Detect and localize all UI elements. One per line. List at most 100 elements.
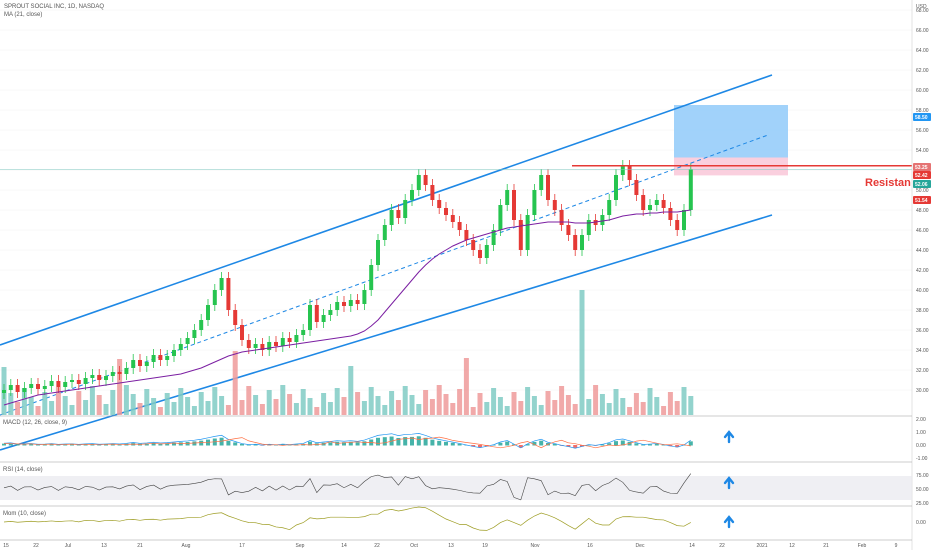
price-tick-label: 48.00 [916, 208, 929, 214]
time-tick-label: Oct [410, 543, 418, 549]
mom-line [3, 506, 691, 531]
resistance-line [0, 165, 912, 170]
macd-histogram-bar [219, 437, 224, 446]
volume-bar [579, 290, 585, 415]
candle-body [267, 342, 272, 350]
candle-body [423, 175, 428, 185]
macd-histogram-bar [450, 442, 455, 446]
time-tick-label: 2021 [756, 543, 767, 549]
volume-bar [423, 390, 429, 415]
volume-bar [450, 403, 456, 415]
macd-histogram-bar [151, 442, 156, 446]
macd-histogram-bar [573, 445, 578, 448]
candle-body [491, 230, 496, 245]
time-axis[interactable]: 15 22 Jul 13 21 Aug 17 Sep 14 22 Oct 13 19 Nov 16 Dec 14… [3, 543, 897, 549]
price-tick-label: 54.00 [916, 148, 929, 154]
candle-body [620, 166, 625, 175]
rsi-tick-label: 50.00 [916, 487, 929, 493]
candle-body [8, 385, 13, 390]
volume-bar [402, 386, 408, 415]
candle-body [280, 338, 285, 346]
candle-body [246, 340, 251, 348]
macd-histogram-bar [566, 445, 571, 447]
macd-signal-line [3, 436, 691, 449]
time-tick-label: 21 [823, 543, 829, 549]
volume-bar [525, 387, 531, 415]
volume-bar [341, 397, 347, 415]
rsi-line [3, 473, 692, 501]
macd-histogram-bar [423, 437, 428, 446]
price-tag-box [913, 113, 931, 121]
volume-bar [355, 392, 361, 415]
macd-tick-label: 1.00 [916, 430, 926, 436]
macd-histogram-bar [226, 440, 231, 446]
macd-histogram-bar [654, 443, 659, 446]
candle-body [131, 360, 136, 368]
candle-body [362, 290, 367, 304]
volume-bar [15, 402, 21, 415]
time-tick-label: 13 [101, 543, 107, 549]
volume-bar [103, 404, 109, 415]
volume-bar [62, 396, 68, 415]
volume-bar [538, 405, 544, 415]
price-tag-box [913, 196, 931, 204]
macd-histogram-bar [471, 445, 476, 447]
volume-bar [620, 398, 626, 415]
candle-body [586, 220, 591, 235]
volume-bar [382, 405, 388, 415]
macd-histogram-bar [580, 445, 584, 447]
candle-body [206, 305, 210, 320]
rsi-band [0, 476, 912, 500]
candle-body [416, 175, 421, 190]
volume-bar [647, 388, 653, 415]
price-axis[interactable]: USD 30.00 32.00 34.00 36.00 38.00 40.00 42.00 44… [911, 0, 929, 550]
macd-histogram-bar [437, 440, 442, 446]
macd-histogram-bar [382, 437, 387, 446]
time-tick-label: 13 [448, 543, 454, 549]
volume-bars [1, 290, 694, 415]
macd-histogram-bar [104, 444, 108, 446]
macd-histogram-bar [607, 443, 612, 446]
macd-histogram-bar [240, 443, 244, 446]
candle-body [240, 325, 244, 340]
volume-bar [300, 389, 306, 415]
macd-histogram-bar [165, 443, 170, 446]
macd-histogram-bar [675, 445, 680, 448]
macd-histogram-bar [362, 441, 367, 446]
volume-bar [49, 401, 55, 415]
volume-bar [511, 392, 517, 415]
volume-bar [361, 401, 367, 415]
volume-bar [497, 397, 503, 415]
candle-body [192, 330, 197, 338]
candle-body [627, 166, 632, 180]
candle-body [212, 290, 217, 305]
candle-body [525, 215, 530, 250]
rsi-tick-label: 25.00 [916, 501, 929, 507]
candle-body [532, 190, 537, 215]
macd-tick-label: 0.00 [916, 443, 926, 449]
price-tick-label: 36.00 [916, 328, 929, 334]
volume-bar [157, 407, 163, 415]
volume-bar [219, 396, 225, 415]
volume-bar [599, 394, 605, 415]
volume-bar [185, 397, 191, 415]
price-tag-box [913, 163, 931, 171]
candle-body [199, 320, 204, 330]
macd-histogram-bar [246, 444, 251, 446]
macd-histogram-bar [49, 443, 54, 446]
candle-body [396, 210, 401, 218]
macd-pane-title: MACD (12, 26, close, 9) [3, 420, 68, 426]
volume-bar [280, 385, 286, 415]
price-tick-label: 30.00 [916, 388, 929, 394]
candle-body [314, 305, 319, 322]
volume-bar [457, 389, 463, 415]
trend-channel [0, 74, 773, 451]
volume-bar [28, 397, 34, 415]
volume-bar [545, 391, 551, 415]
volume-bar [640, 402, 646, 415]
candle-body [233, 310, 238, 325]
macd-histogram-bar [192, 441, 197, 446]
resistance-label: Resistan [865, 177, 911, 189]
volume-bar [334, 388, 340, 415]
